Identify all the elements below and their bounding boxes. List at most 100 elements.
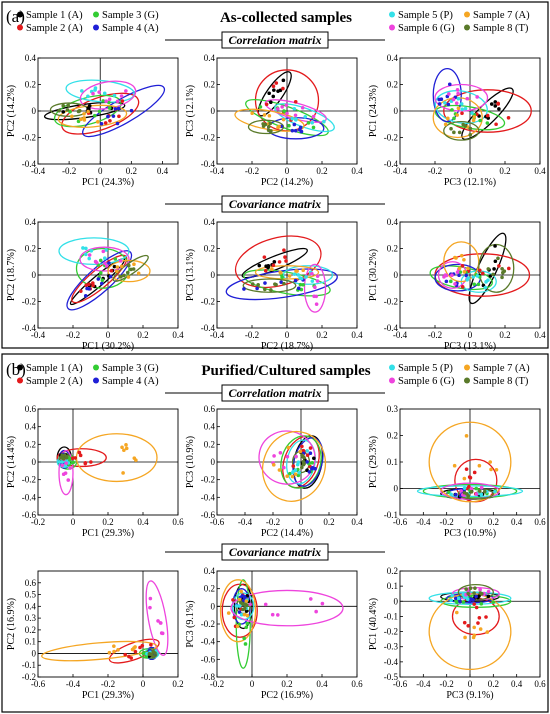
plot-a6-point-s6	[455, 270, 460, 274]
plot-a6-point-s3	[458, 270, 463, 274]
plot-a2-xtick-label: 0.2	[316, 166, 327, 176]
plot-b3-point-s8	[477, 489, 482, 493]
panel-b-legend-label-s4: Sample 4 (A)	[102, 376, 159, 387]
plot-a1-point-s4	[99, 121, 104, 126]
panel-b-title: Purified/Cultured samples	[201, 363, 370, 379]
plot-a4-point-s5	[84, 246, 88, 251]
plot-b4-point-s6	[156, 619, 160, 623]
plot-b5: -0.2 0 0.2 0.4 0.6-0.8-0.6-0.4-0.200.20.4PC2…	[185, 566, 363, 701]
plot-a3-point-s6	[451, 97, 456, 102]
plot-b2-point-s6	[294, 454, 298, 459]
panel-b-row2-header: Covariance matrix	[229, 545, 321, 559]
plot-b3-ytick-label: -0.1	[384, 510, 398, 520]
plot-a1-point-s7	[79, 117, 83, 122]
plot-a5-point-s8	[250, 282, 255, 286]
plot-a3-point-s4	[446, 102, 451, 107]
plot-b4-ellipse-s2	[108, 638, 160, 664]
plot-b2-ytick-label: -0.6	[201, 510, 216, 520]
plot-a2-point-s7	[276, 125, 280, 130]
plot-a6-point-s2	[497, 264, 501, 268]
plot-a6-point-s1	[493, 244, 497, 248]
plot-b6-ytick-label: -0.5	[384, 672, 399, 682]
plot-a6-point-s1	[492, 267, 496, 271]
plot-b6-point-s2	[472, 602, 477, 606]
plot-a6-point-s8	[500, 266, 504, 271]
plot-b5-point-s3	[245, 621, 250, 626]
plot-a1-point-s4	[116, 106, 121, 111]
plot-b1-point-s7	[121, 471, 125, 475]
plot-a4-ellipse-s1	[69, 258, 126, 306]
plot-b5-ytick-label: -0.2	[201, 619, 215, 629]
plot-a6-point-s7	[457, 266, 462, 271]
plot-a4-point-s7	[119, 264, 124, 269]
plot-a5-point-s1	[272, 260, 277, 264]
plot-a5-xtick-label: -0.4	[210, 330, 225, 340]
plot-a3-point-s8	[468, 133, 473, 137]
plot-a5-point-s8	[273, 282, 277, 286]
plot-b1-point-s7	[124, 446, 129, 451]
plot-b3-xtick-label: -0.6	[393, 517, 408, 527]
plot-a4-ytick-label: 0.4	[25, 217, 37, 227]
plot-a3-point-s1	[493, 104, 498, 108]
plot-b3-point-s4	[454, 492, 458, 497]
plot-a6-point-s5	[475, 274, 480, 278]
plot-a4-ellipse-s4	[66, 250, 133, 311]
panel-b-legend: Sample 1 (A) Sample 3 (G) Sample 2 (A) Samp…	[17, 363, 530, 387]
plot-b5-ytick-label: 0.4	[204, 566, 216, 576]
plot-a6-point-s7	[462, 270, 467, 274]
panel-b-legend-label-s8: Sample 8 (T)	[473, 376, 529, 387]
plot-b6-ytick-label: -0.4	[384, 657, 399, 667]
plot-a3-point-s7	[455, 113, 460, 117]
plot-b4-point-s2	[140, 643, 145, 648]
plot-a2-point-s5	[294, 117, 298, 121]
plot-b4-point-s2	[127, 654, 131, 659]
plot-a3-ellipse-s4	[432, 67, 462, 123]
plot-a3-xtick-label: -0.4	[393, 166, 408, 176]
plot-b1-point-s6	[68, 466, 72, 470]
plot-b2-point-s4	[308, 451, 313, 455]
plot-b3-xlabel: PC3 (10.9%)	[444, 528, 496, 539]
plot-a5-point-s3	[298, 282, 303, 287]
panel-a-legend-label-s4: Sample 4 (A)	[102, 23, 159, 34]
plot-a5-point-s8	[263, 287, 267, 292]
plot-b5-point-s7	[235, 624, 240, 629]
plot-a6-point-s2	[460, 263, 465, 268]
plot-a1-point-s6	[124, 89, 128, 93]
plot-a5-point-s2	[271, 263, 276, 268]
plot-b6-point-s3	[455, 600, 459, 605]
plot-a5-ellipse-s6	[303, 263, 327, 313]
plot-b5-point-s5	[234, 604, 239, 608]
plot-b2-point-s7	[277, 468, 282, 472]
plot-a4-point-s5	[102, 256, 107, 261]
plot-b5-point-s6	[320, 601, 325, 606]
plot-a5-ylabel: PC3 (13.1%)	[185, 249, 196, 301]
plot-b6-ytick-label: -0.1	[384, 611, 398, 621]
plot-b2-point-s7	[285, 474, 290, 479]
plot-a2-ylabel: PC3 (12.1%)	[185, 85, 196, 137]
plot-a3-xtick-label: 0.4	[534, 166, 546, 176]
plot-b1: -0.2 0 0.2 0.4 0.6 -0.6 -0.4 -0.2 0 0.2 0.4 0.6 PC1 …	[6, 404, 184, 539]
plot-b6-point-s3	[479, 602, 484, 606]
plot-b2-point-s1	[312, 456, 316, 461]
panel-a-legend-marker-s1	[17, 11, 23, 18]
plot-a5-point-s6	[314, 294, 319, 299]
plot-a5-ellipse-s8	[242, 278, 297, 293]
plot-b5-point-s1	[244, 609, 249, 613]
plot-a6-point-s3	[449, 279, 453, 284]
plot-b5-ellipse-s3	[235, 579, 251, 669]
plot-b2-point-s3	[288, 471, 292, 476]
plot-b2-point-s8	[300, 465, 304, 470]
plot-b1-data	[56, 433, 158, 496]
plot-b2-point-s5	[297, 470, 301, 475]
plot-a4-ellipse-s5	[58, 237, 130, 266]
panel-a-legend: Sample 1 (A) Sample 3 (G) Sample 2 (A) Samp…	[17, 10, 530, 34]
plot-a5-point-s6	[313, 285, 317, 289]
plot-b2-ytick-label: 0.2	[204, 439, 215, 449]
panel-a-legend-label-s2: Sample 2 (A)	[26, 23, 83, 34]
plot-a2-point-s5	[292, 106, 297, 111]
plot-a1-ytick-label: 0.2	[25, 80, 36, 90]
panel-b-legend-marker-s5	[389, 364, 395, 371]
plot-a5-point-s6	[315, 274, 320, 278]
plot-b1-ytick-label: -0.6	[22, 510, 37, 520]
plot-a5-ytick-label: 0.4	[204, 217, 216, 227]
